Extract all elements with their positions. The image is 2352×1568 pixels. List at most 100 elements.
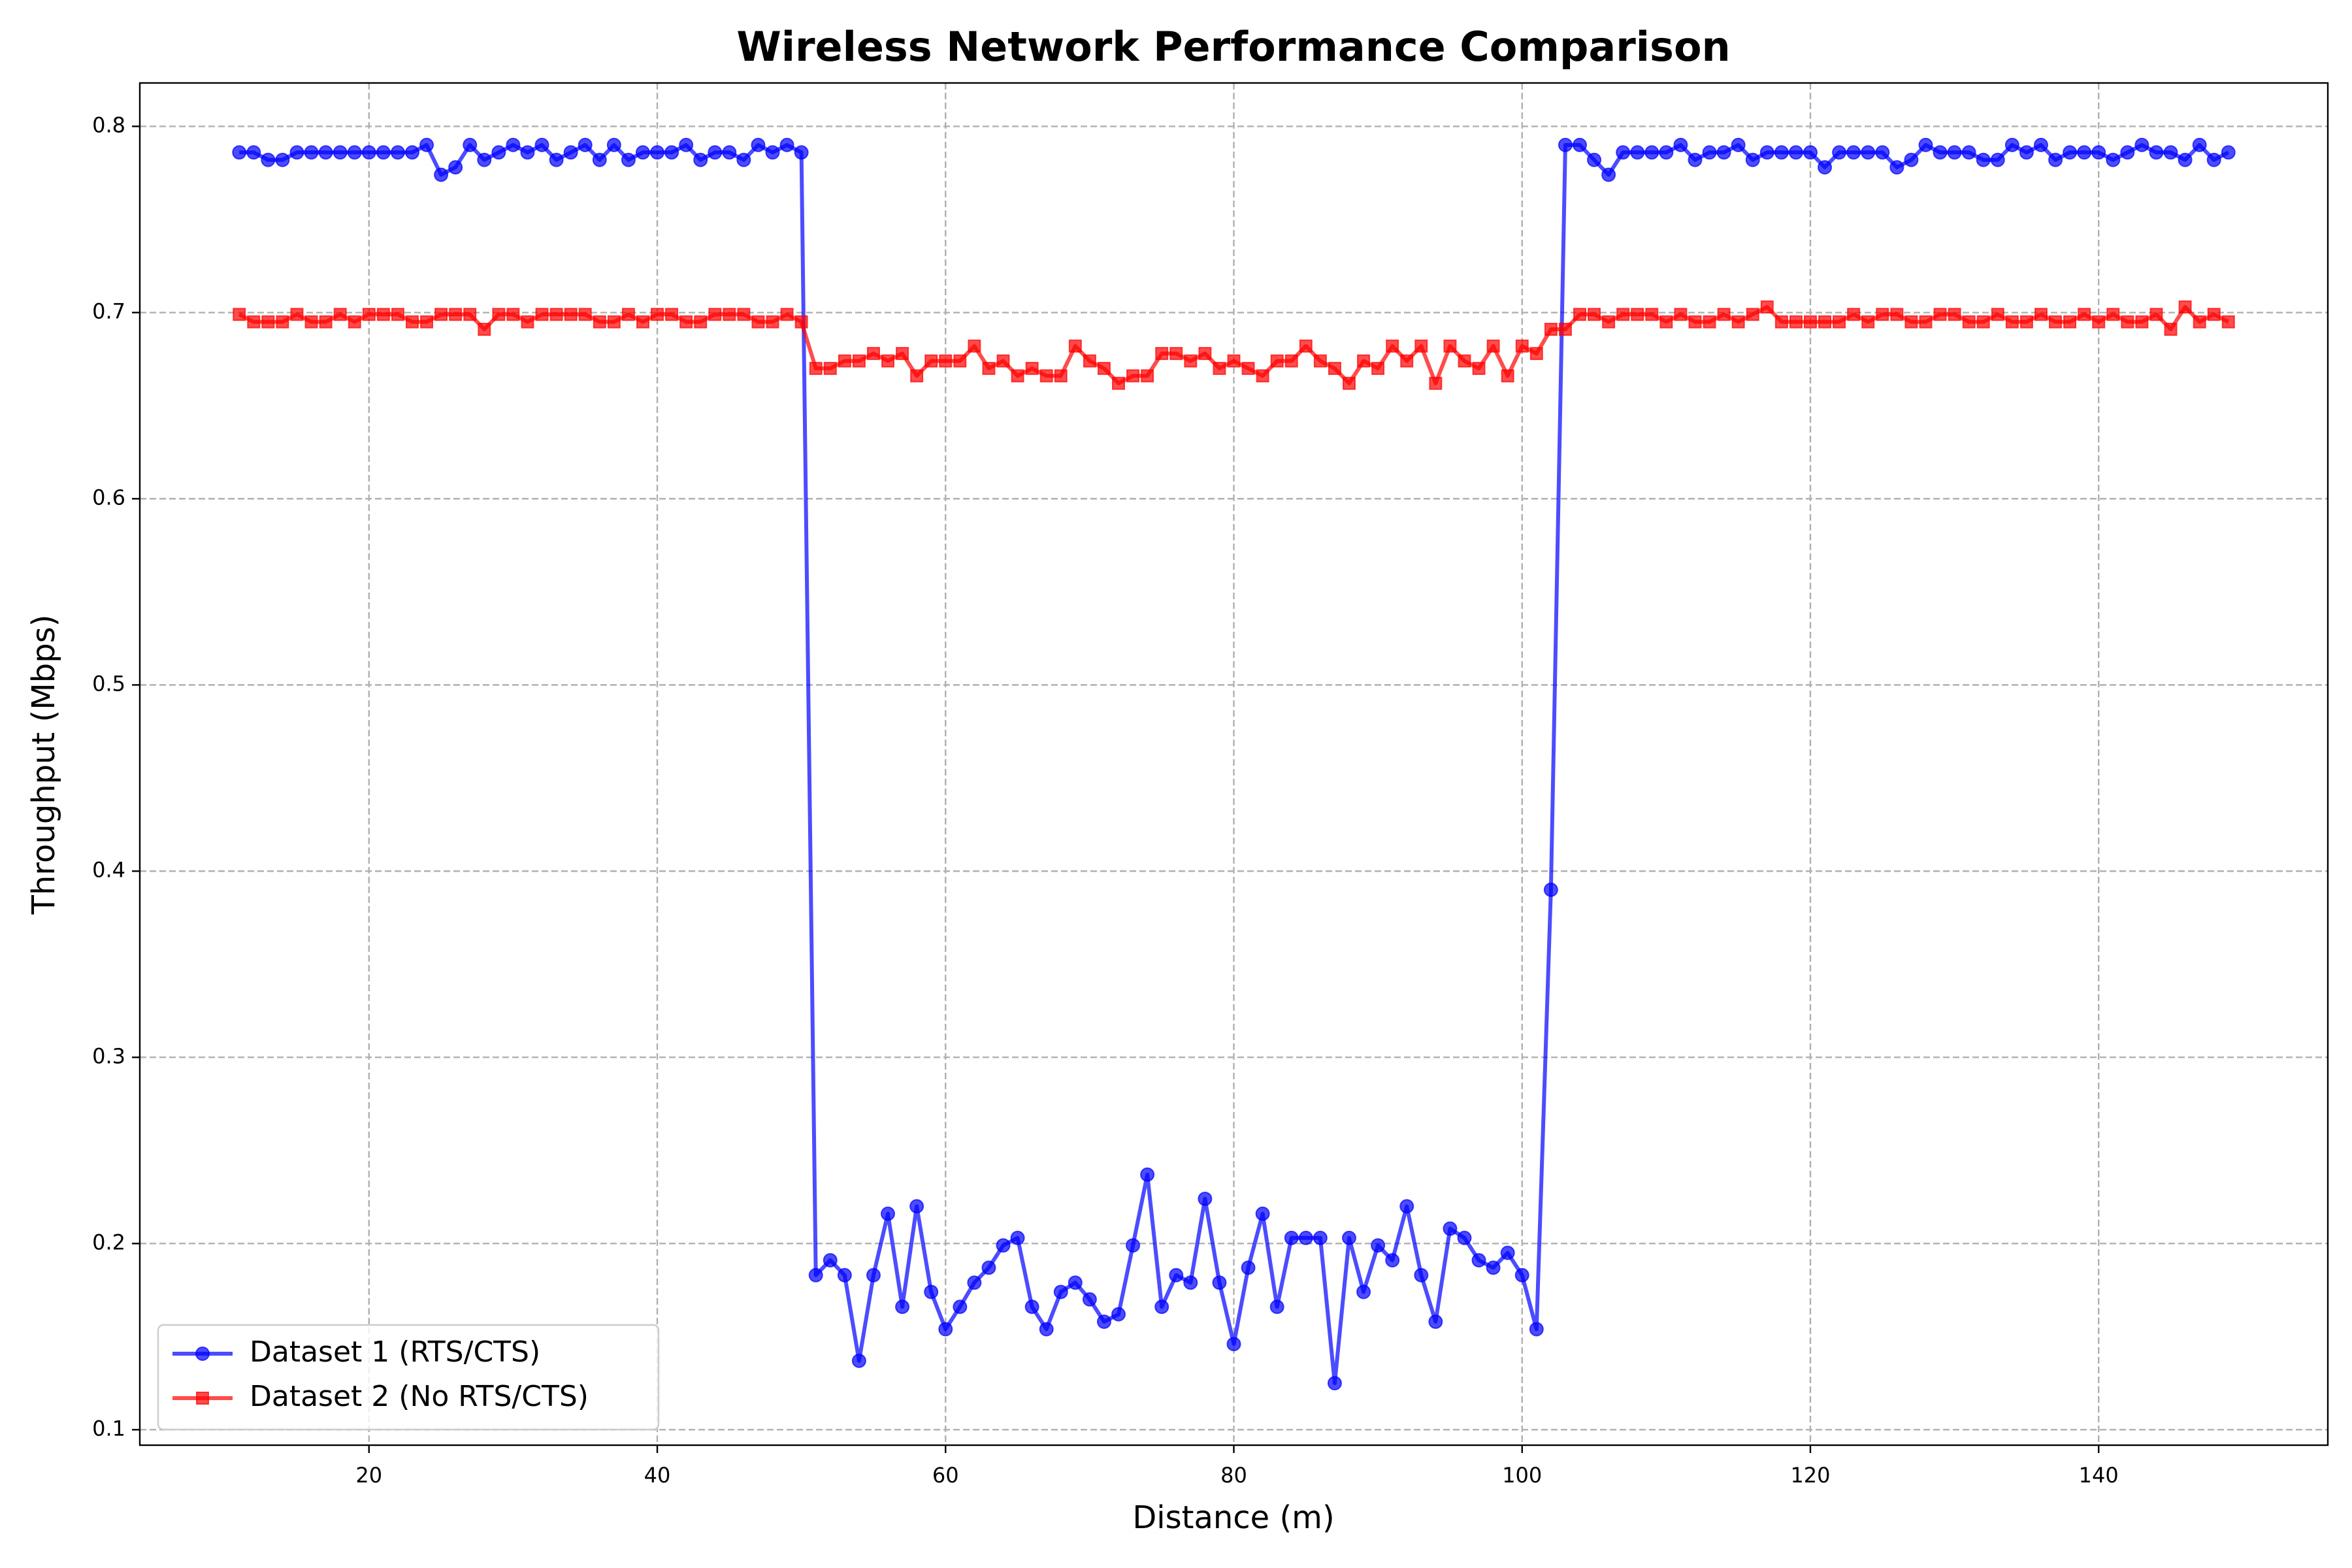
marker — [376, 145, 391, 160]
marker — [333, 308, 347, 321]
marker — [1126, 1238, 1141, 1253]
marker — [1688, 315, 1702, 329]
marker — [333, 145, 348, 160]
marker — [1140, 1167, 1155, 1182]
y-axis-label: Throughput (Mbps) — [25, 615, 62, 915]
x-tick-label: 140 — [2079, 1463, 2119, 1488]
marker — [578, 308, 592, 321]
marker — [1226, 1337, 1241, 1352]
marker — [1356, 1284, 1371, 1299]
marker — [939, 354, 953, 368]
marker — [1169, 1267, 1184, 1282]
marker — [534, 137, 549, 152]
marker — [2120, 145, 2135, 160]
marker — [780, 308, 794, 321]
marker — [1357, 354, 1371, 368]
marker — [1961, 145, 1976, 160]
marker — [1703, 315, 1716, 329]
marker — [1371, 1238, 1386, 1253]
marker — [1919, 315, 1933, 329]
marker — [1558, 323, 1572, 336]
marker — [2149, 308, 2163, 321]
marker — [1588, 308, 1601, 321]
marker — [1213, 361, 1226, 375]
marker — [1631, 308, 1644, 321]
marker — [362, 308, 376, 321]
y-tick-label: 0.1 — [92, 1416, 125, 1441]
marker — [2078, 308, 2091, 321]
marker — [1385, 1253, 1400, 1268]
marker — [390, 145, 405, 160]
marker — [751, 315, 765, 329]
marker — [2192, 137, 2207, 152]
marker — [1962, 315, 1976, 329]
marker — [304, 315, 318, 329]
marker — [2207, 308, 2221, 321]
marker — [1659, 145, 1674, 160]
marker — [361, 145, 376, 160]
marker — [722, 145, 737, 160]
marker — [1659, 315, 1673, 329]
marker — [1543, 882, 1558, 897]
marker — [650, 145, 665, 160]
marker — [1298, 1230, 1313, 1245]
marker — [1111, 1307, 1126, 1322]
marker — [404, 145, 419, 160]
marker — [1616, 145, 1631, 160]
marker — [1861, 145, 1876, 160]
marker — [968, 339, 981, 353]
marker — [478, 323, 491, 336]
marker — [1269, 1299, 1284, 1315]
marker — [1976, 315, 1990, 329]
y-tick-label: 0.4 — [92, 857, 125, 882]
marker — [1731, 315, 1745, 329]
marker — [1399, 1199, 1414, 1214]
marker — [851, 1353, 866, 1368]
legend: Dataset 1 (RTS/CTS) Dataset 2 (No RTS/CTS… — [157, 1324, 660, 1431]
marker — [1875, 145, 1890, 160]
marker — [1414, 339, 1428, 353]
marker — [1818, 315, 1832, 329]
marker — [1112, 376, 1126, 390]
marker — [1169, 347, 1183, 361]
marker — [607, 315, 621, 329]
marker — [1501, 369, 1514, 383]
x-tick-label: 40 — [644, 1463, 671, 1488]
marker — [924, 354, 938, 368]
marker — [621, 308, 635, 321]
marker — [2178, 152, 2193, 167]
x-tick-label: 20 — [355, 1463, 382, 1488]
marker — [1141, 369, 1154, 383]
marker — [1255, 1206, 1270, 1221]
marker — [2091, 145, 2106, 160]
marker — [1414, 1267, 1429, 1282]
marker — [1154, 1299, 1169, 1315]
y-tick-label: 0.2 — [92, 1230, 125, 1254]
marker — [2049, 315, 2063, 329]
marker — [2048, 152, 2063, 167]
marker — [2063, 145, 2078, 160]
marker — [1616, 308, 1630, 321]
marker — [1299, 339, 1313, 353]
marker — [592, 152, 607, 167]
marker — [1645, 308, 1659, 321]
marker — [2178, 300, 2192, 314]
marker — [1889, 160, 1904, 175]
marker — [1270, 354, 1284, 368]
marker — [2121, 315, 2134, 329]
marker — [1011, 369, 1024, 383]
marker — [246, 145, 261, 160]
marker — [981, 1260, 996, 1275]
marker — [563, 145, 578, 160]
marker — [1443, 339, 1457, 353]
marker — [982, 361, 996, 375]
marker — [2092, 315, 2106, 329]
marker — [1572, 137, 1587, 152]
marker — [1803, 315, 1817, 329]
marker — [665, 308, 679, 321]
marker — [463, 137, 478, 152]
marker — [1227, 354, 1241, 368]
marker — [290, 308, 304, 321]
marker — [347, 145, 362, 160]
